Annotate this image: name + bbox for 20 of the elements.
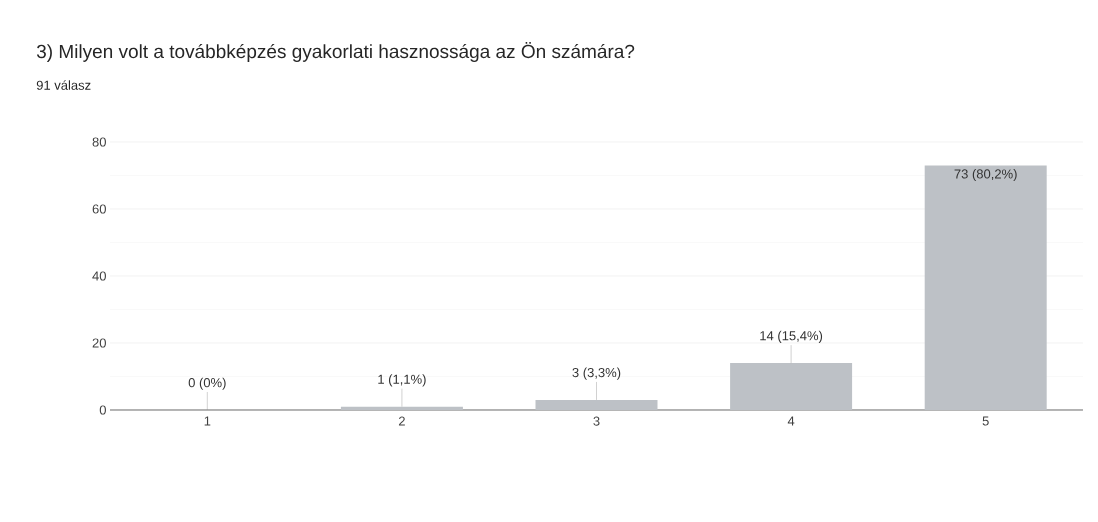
y-tick-label: 20	[92, 338, 106, 348]
x-tick-label: 5	[982, 416, 989, 426]
y-tick-label: 80	[92, 137, 106, 147]
y-tick-label: 60	[92, 204, 106, 214]
y-tick-label: 0	[99, 405, 106, 415]
bar	[535, 399, 658, 410]
chart-title: 3) Milyen volt a továbbképzés gyakorlati hasznossága az Ön számára?	[36, 42, 635, 62]
data-label: 14 (15,4%)	[760, 330, 823, 343]
data-label: 1 (1,1%)	[378, 374, 426, 387]
bar	[924, 165, 1047, 410]
bar	[730, 363, 853, 410]
chart-subtitle: 91 válasz	[36, 80, 91, 90]
x-tick-label: 4	[787, 416, 795, 426]
data-label: 73 (80,2%)	[954, 168, 1017, 182]
x-tick-label: 1	[204, 416, 211, 426]
x-tick-label: 2	[398, 416, 405, 426]
x-tick-label: 3	[593, 416, 600, 426]
y-tick-label: 40	[92, 271, 106, 281]
data-label: 0 (0%)	[188, 377, 226, 390]
data-label: 3 (3,3%)	[572, 367, 621, 380]
